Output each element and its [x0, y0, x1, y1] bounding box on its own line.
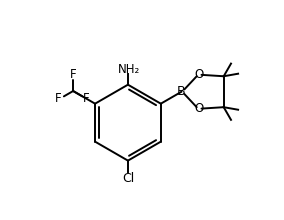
- Text: Cl: Cl: [122, 172, 134, 185]
- Text: O: O: [194, 68, 204, 81]
- Text: F: F: [70, 68, 76, 81]
- Text: NH₂: NH₂: [118, 63, 141, 76]
- Text: B: B: [177, 85, 186, 98]
- Text: F: F: [83, 92, 90, 105]
- Text: F: F: [55, 92, 62, 105]
- Text: O: O: [194, 102, 204, 115]
